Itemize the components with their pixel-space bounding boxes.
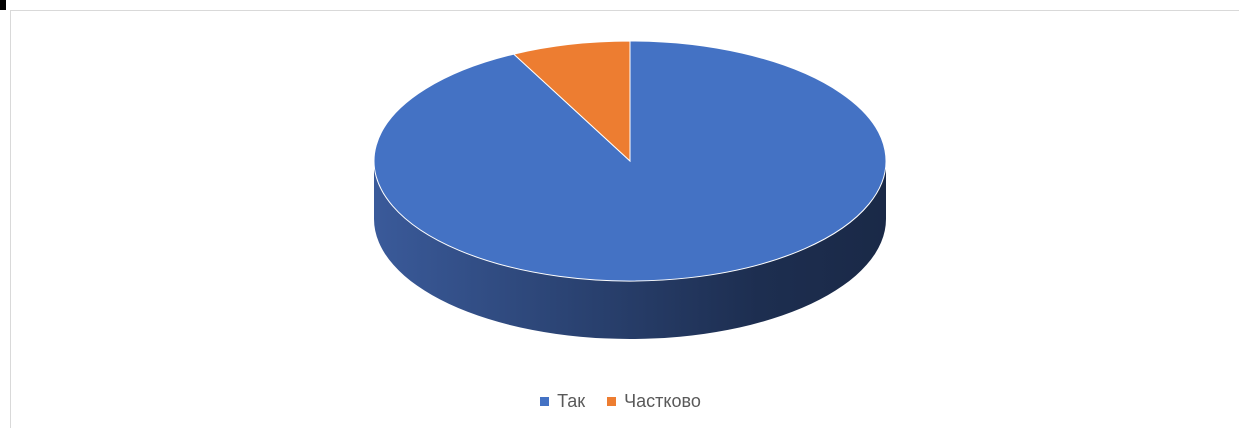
pie-slice-chastkovo [512,40,631,163]
legend-item-tak: Так [540,391,585,412]
pie-side-wall [374,161,886,339]
legend-item-chastkovo: Частково [607,391,701,412]
legend-label-chastkovo: Частково [624,390,701,411]
legend-label-tak: Так [557,390,586,411]
chart-legend: Так Частково [0,388,1241,414]
legend-swatch-tak [540,396,550,406]
pie-slice-tak [373,40,887,282]
text-fragment [0,0,6,10]
legend-swatch-chastkovo [607,396,617,406]
chart-frame [10,10,1239,428]
